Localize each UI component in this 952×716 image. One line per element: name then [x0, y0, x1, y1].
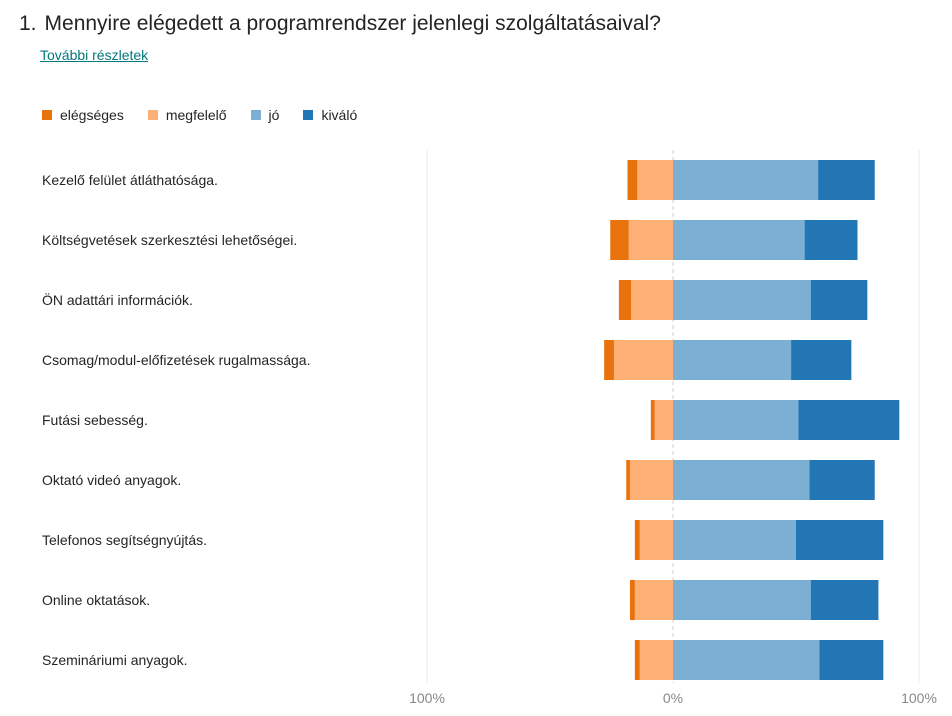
question-text: Mennyire elégedett a programrendszer jel…	[44, 12, 661, 35]
bar-segment	[791, 340, 852, 380]
bar-segment	[639, 520, 673, 560]
bar-segment	[819, 640, 884, 680]
bar-segment	[798, 400, 900, 440]
bar-segment	[673, 520, 796, 560]
x-tick-label: 100%	[901, 690, 937, 706]
bar-segment	[634, 580, 673, 620]
legend-swatch-kivalo	[303, 110, 314, 120]
x-tick-label: 100%	[409, 690, 445, 706]
question-title: 1. Mennyire elégedett a programrendszer j…	[19, 12, 661, 36]
category-label: Oktató videó anyagok.	[42, 472, 181, 488]
bar-segment	[673, 280, 811, 320]
category-label: Online oktatások.	[42, 592, 150, 608]
bar-segment	[629, 580, 635, 620]
bar-segment	[631, 280, 673, 320]
bar-segment	[809, 460, 875, 500]
legend-item-megfelelo[interactable]: megfelelő	[147, 107, 227, 123]
bar-segment	[818, 160, 875, 200]
chart-legend: elégséges megfelelő jó kiváló	[42, 107, 381, 123]
legend-label-jo: jó	[268, 107, 280, 123]
legend-swatch-elegseges	[42, 110, 52, 120]
bar-segment	[627, 160, 638, 200]
bar-segment	[626, 460, 630, 500]
legend-swatch-jo	[250, 110, 261, 120]
legend-swatch-megfelelo	[147, 110, 158, 120]
more-details-link[interactable]: További részletek	[40, 47, 149, 63]
bar-segment	[673, 400, 799, 440]
bar-segment	[650, 400, 655, 440]
bar-segment	[804, 220, 858, 260]
category-label: Kezelő felület átláthatósága.	[42, 172, 218, 188]
bar-segment	[810, 580, 879, 620]
bar-segment	[673, 640, 820, 680]
legend-item-elegseges[interactable]: elégséges	[42, 107, 124, 123]
bar-segment	[639, 640, 673, 680]
legend-item-jo[interactable]: jó	[250, 107, 280, 123]
bar-segment	[654, 400, 673, 440]
bar-segment	[637, 160, 673, 200]
bar-segment	[628, 220, 673, 260]
category-label: Telefonos segítségnyújtás.	[42, 532, 207, 548]
bar-segment	[673, 340, 792, 380]
legend-item-kivalo[interactable]: kiváló	[303, 107, 357, 123]
bar-segment	[629, 460, 673, 500]
legend-label-kivalo: kiváló	[321, 107, 358, 123]
question-number: 1.	[19, 12, 37, 35]
x-tick-label: 0%	[663, 690, 683, 706]
category-label: ÖN adattári információk.	[42, 291, 193, 308]
category-label: Költségvetések szerkesztési lehetőségei.	[42, 232, 297, 248]
bar-segment	[673, 580, 811, 620]
bar-segment	[673, 220, 805, 260]
bar-segment	[796, 520, 884, 560]
bar-segment	[673, 460, 810, 500]
legend-label-elegseges: elégséges	[60, 107, 124, 123]
category-label: Futási sebesség.	[42, 412, 148, 428]
bar-segment	[634, 640, 640, 680]
bar-segment	[604, 340, 614, 380]
bar-segment	[673, 160, 819, 200]
category-label: Csomag/modul-előfizetések rugalmassága.	[42, 352, 310, 368]
legend-label-megfelelo: megfelelő	[165, 107, 227, 123]
category-label: Szemináriumi anyagok.	[42, 652, 188, 668]
bar-segment	[613, 340, 673, 380]
bar-segment	[610, 220, 629, 260]
bar-segment	[618, 280, 632, 320]
bar-segment	[810, 280, 868, 320]
bar-segment	[634, 520, 640, 560]
